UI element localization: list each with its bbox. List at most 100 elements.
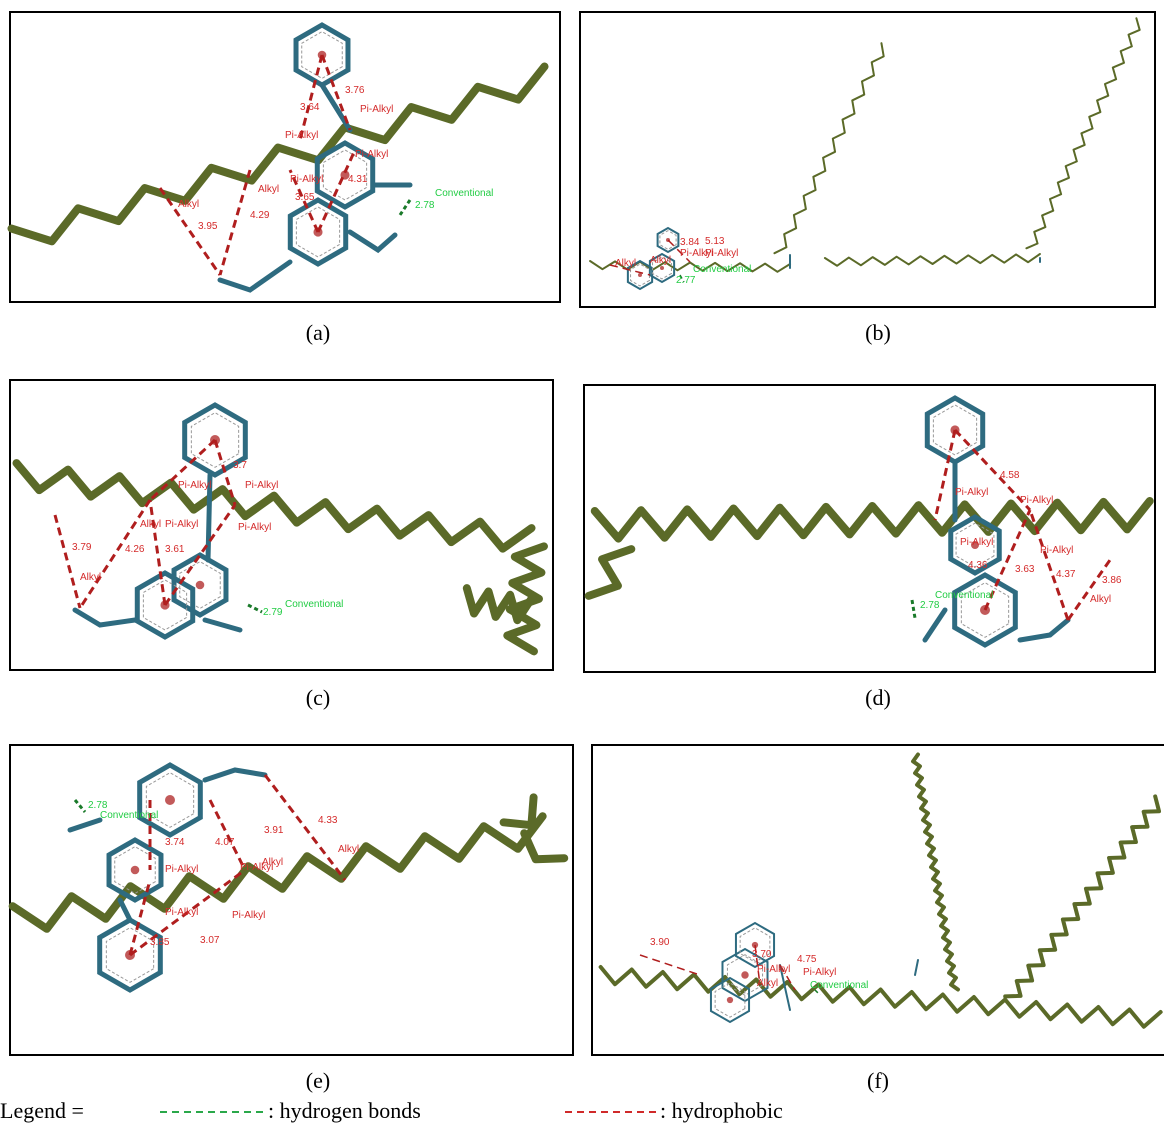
interaction-label: 4.26 bbox=[125, 544, 145, 555]
interaction-label: Pi-Alkyl bbox=[178, 480, 211, 491]
panel-caption: (a) bbox=[306, 320, 330, 345]
ligand-chain bbox=[12, 67, 545, 242]
ring-centroid bbox=[196, 581, 205, 590]
interaction-label: Pi-Alkyl bbox=[360, 104, 393, 115]
hbond-label: Conventional bbox=[285, 599, 343, 610]
interaction-label: Pi-Alkyl bbox=[355, 149, 388, 160]
interaction-label: 3.91 bbox=[264, 825, 284, 836]
panel-caption: (c) bbox=[306, 685, 330, 710]
ligand-chain bbox=[17, 463, 532, 549]
hydrophobic-contact bbox=[935, 430, 955, 520]
ring-centroid bbox=[131, 866, 140, 875]
hydrophobic-contact bbox=[1030, 510, 1068, 620]
panel-frame bbox=[592, 745, 1164, 1055]
interaction-label: Alkyl bbox=[140, 519, 161, 530]
ligand-chain bbox=[825, 254, 1040, 266]
ligand-chain bbox=[774, 43, 883, 253]
ligand-chain bbox=[913, 754, 958, 989]
interaction-label: Alkyl bbox=[650, 255, 671, 266]
interaction-label: 3.70 bbox=[752, 949, 772, 960]
interaction-label: Pi-Alkyl bbox=[165, 907, 198, 918]
interaction-label: 4.33 bbox=[318, 815, 338, 826]
interaction-label: 4.37 bbox=[1056, 569, 1076, 580]
interaction-label: Alkyl bbox=[757, 978, 778, 989]
residue-bond bbox=[205, 620, 240, 630]
interaction-label: Pi-Alkyl bbox=[705, 248, 738, 259]
interaction-label: Pi-Alkyl bbox=[165, 519, 198, 530]
interaction-label: 3.90 bbox=[650, 937, 670, 948]
interaction-label: Alkyl bbox=[1090, 594, 1111, 605]
interaction-label: 4.75 bbox=[797, 954, 817, 965]
interaction-label: 3.7 bbox=[233, 460, 247, 471]
ligand-chain bbox=[504, 797, 534, 825]
residue-bond bbox=[915, 960, 918, 975]
hydrogen-bond bbox=[912, 600, 915, 618]
hbond-label: 2.78 bbox=[920, 600, 940, 611]
hbond-label: 2.79 bbox=[263, 607, 283, 618]
interaction-label: Pi-Alkyl bbox=[165, 864, 198, 875]
interaction-label: Pi-Alkyl bbox=[1020, 495, 1053, 506]
ligand-chain bbox=[1005, 796, 1159, 996]
ligand-chain bbox=[601, 967, 1161, 1027]
legend-prefix: Legend = bbox=[0, 1098, 84, 1123]
hydrophobic-contact bbox=[640, 955, 700, 975]
panel-frame bbox=[10, 745, 573, 1055]
interaction-label: Alkyl bbox=[338, 844, 359, 855]
interaction-label: 4.58 bbox=[1000, 470, 1020, 481]
hydrophobic-contact bbox=[220, 170, 250, 275]
hbond-label: Conventional bbox=[693, 264, 751, 275]
hbond-label: Conventional bbox=[435, 188, 493, 199]
residue-bond bbox=[220, 262, 290, 290]
hydrogen-bond bbox=[400, 200, 410, 215]
interaction-label: 3.86 bbox=[1102, 575, 1122, 586]
interaction-label: Pi-Alkyl bbox=[757, 964, 790, 975]
panel-caption: (d) bbox=[865, 685, 891, 710]
residue-bond bbox=[1020, 620, 1068, 640]
residue-bond bbox=[925, 610, 945, 640]
hydrophobic-contact bbox=[300, 55, 322, 140]
residue-bond bbox=[205, 770, 265, 780]
interaction-label: 4.36 bbox=[968, 560, 988, 571]
figure: Legend = : hydrogen bonds : hydrophobic … bbox=[0, 0, 1164, 1130]
ring-centroid bbox=[727, 997, 733, 1003]
hydrophobic-contact bbox=[150, 500, 165, 605]
legend-item: : hydrophobic bbox=[660, 1098, 783, 1123]
hydrogen-bond bbox=[75, 800, 85, 812]
ring-centroid bbox=[741, 971, 748, 978]
interaction-label: Alkyl bbox=[615, 258, 636, 269]
interaction-label: 3.74 bbox=[165, 837, 185, 848]
interaction-label: 3.76 bbox=[345, 85, 365, 96]
ring-centroid bbox=[165, 795, 175, 805]
interaction-label: Alkyl bbox=[258, 184, 279, 195]
interaction-label: Pi-Alkyl bbox=[1040, 545, 1073, 556]
hydrophobic-contact bbox=[210, 800, 245, 870]
hbond-label: 2.77 bbox=[676, 275, 696, 286]
hbond-label: 2.78 bbox=[415, 200, 435, 211]
interaction-label: Pi-Alkyl bbox=[232, 910, 265, 921]
interaction-label: 3.84 bbox=[680, 237, 700, 248]
interaction-label: 3.63 bbox=[1015, 564, 1035, 575]
interaction-label: Pi-Alkyl bbox=[803, 967, 836, 978]
interaction-label: 5.13 bbox=[705, 236, 725, 247]
interaction-label: Pi-Alkyl bbox=[238, 522, 271, 533]
interaction-label: 4.29 bbox=[250, 210, 270, 221]
hbond-label: Conventional bbox=[935, 590, 993, 601]
interaction-label: 3.95 bbox=[198, 221, 218, 232]
interaction-label: 3.79 bbox=[72, 542, 92, 553]
interaction-label: 3.64 bbox=[300, 102, 320, 113]
legend-item: : hydrogen bonds bbox=[268, 1098, 421, 1123]
residue-bond bbox=[120, 900, 130, 920]
interaction-label: Alkyl bbox=[80, 572, 101, 583]
interaction-label: 3.65 bbox=[295, 192, 315, 203]
ligand-chain bbox=[589, 549, 632, 596]
interaction-label: Pi-Alkyl bbox=[285, 130, 318, 141]
interaction-label: Pi-Alkyl bbox=[240, 862, 273, 873]
interaction-label: Pi-Alkyl bbox=[960, 537, 993, 548]
interaction-label: Pi-Alkyl bbox=[955, 487, 988, 498]
hydrogen-bond bbox=[248, 605, 262, 612]
hbond-label: Conventional bbox=[810, 980, 868, 991]
interaction-label: 4.31 bbox=[348, 174, 368, 185]
interaction-label: Pi-Alkyl bbox=[245, 480, 278, 491]
hbond-label: Conventional bbox=[100, 810, 158, 821]
ring-centroid bbox=[660, 266, 664, 270]
